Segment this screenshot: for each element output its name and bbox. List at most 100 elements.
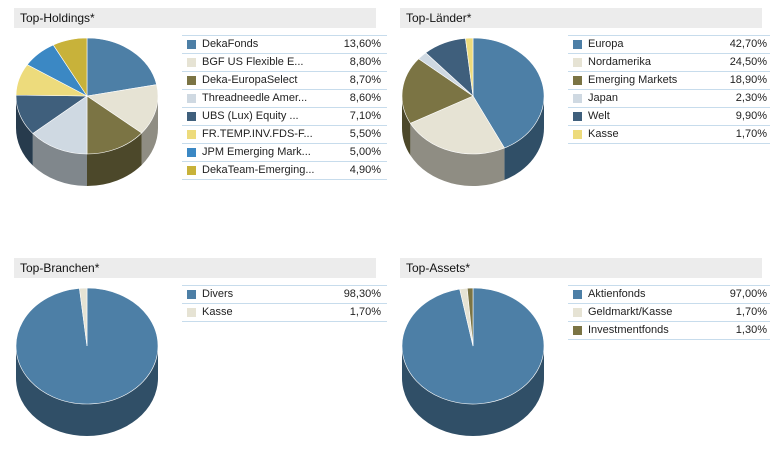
legend-row: Aktienfonds 97,00% — [568, 285, 770, 304]
legend-row: Japan 2,30% — [568, 90, 770, 108]
pie-side-aktienfonds — [402, 346, 544, 436]
panel-top-holdings: Top-Holdings* DekaFonds 13,60% BGF US Flex… — [14, 8, 387, 208]
legend-label: JPM Emerging Mark... — [202, 146, 311, 158]
legend-swatch — [573, 290, 582, 299]
legend-value: 18,90% — [729, 74, 767, 86]
legend-swatch — [573, 326, 582, 335]
pie-chart-top-laender — [401, 37, 545, 186]
legend-value: 97,00% — [729, 288, 767, 300]
legend-swatch — [187, 76, 196, 85]
legend-swatch — [573, 58, 582, 67]
legend-swatch — [187, 166, 196, 175]
pie-side-threadneedle-amer — [32, 133, 87, 186]
legend-top-branchen: Divers 98,30% Kasse 1,70% — [182, 285, 387, 322]
legend-row: Divers 98,30% — [182, 285, 387, 304]
legend-value: 1,30% — [735, 324, 767, 336]
legend-row: Deka-EuropaSelect 8,70% — [182, 72, 387, 90]
legend-value: 5,00% — [349, 146, 381, 158]
legend-swatch — [187, 130, 196, 139]
panel-top-branchen: Top-Branchen* Divers 98,30% Kasse 1,70% — [14, 258, 387, 458]
legend-value: 8,80% — [349, 56, 381, 68]
legend-label: Kasse — [202, 306, 233, 318]
legend-row: Welt 9,90% — [568, 108, 770, 126]
legend-value: 9,90% — [735, 110, 767, 122]
legend-row: DekaTeam-Emerging... 4,90% — [182, 162, 387, 180]
panel-title: Top-Länder* — [400, 8, 762, 28]
legend-row: Geldmarkt/Kasse 1,70% — [568, 304, 770, 322]
legend-swatch — [187, 94, 196, 103]
pie-slice-threadneedle-amer — [32, 95, 88, 155]
legend-value: 2,30% — [735, 92, 767, 104]
legend-swatch — [573, 130, 582, 139]
legend-top-laender: Europa 42,70% Nordamerika 24,50% Emerging Ma… — [568, 35, 770, 144]
legend-swatch — [187, 148, 196, 157]
pie-slice-dekafonds — [86, 37, 157, 97]
legend-swatch — [187, 308, 196, 317]
pie-side-europa — [504, 96, 544, 181]
pie-chart-top-assets — [401, 287, 545, 436]
legend-value: 7,10% — [349, 110, 381, 122]
legend-label: Welt — [588, 110, 610, 122]
legend-top-assets: Aktienfonds 97,00% Geldmarkt/Kasse 1,70% Inv… — [568, 285, 770, 340]
pie-side-divers — [16, 346, 158, 436]
pie-slice-dekateam-emerging — [52, 37, 88, 97]
legend-value: 24,50% — [729, 56, 767, 68]
legend-value: 42,70% — [729, 38, 767, 50]
pie-depth — [402, 346, 544, 436]
legend-top-holdings: DekaFonds 13,60% BGF US Flexible E... 8,80%… — [182, 35, 387, 180]
pie-slice-kasse — [465, 37, 474, 97]
legend-value: 98,30% — [343, 288, 381, 300]
legend-row: Emerging Markets 18,90% — [568, 72, 770, 90]
legend-swatch — [573, 76, 582, 85]
legend-label: Divers — [202, 288, 234, 300]
pie-slice-kasse — [79, 287, 88, 347]
legend-row: Kasse 1,70% — [182, 304, 387, 322]
legend-label: Aktienfonds — [588, 288, 646, 300]
legend-label: Emerging Markets — [588, 74, 678, 86]
legend-row: Europa 42,70% — [568, 35, 770, 54]
pie-slice-investmentfonds — [466, 287, 474, 347]
legend-swatch — [573, 308, 582, 317]
legend-label: Investmentfonds — [588, 324, 669, 336]
pie-slice-europa — [472, 37, 545, 149]
legend-row: Nordamerika 24,50% — [568, 54, 770, 72]
legend-value: 13,60% — [343, 38, 381, 50]
legend-label: UBS (Lux) Equity ... — [202, 110, 299, 122]
pie-side-ubs-lux-equity — [15, 96, 33, 166]
legend-label: Europa — [588, 38, 624, 50]
legend-swatch — [573, 112, 582, 121]
legend-row: Threadneedle Amer... 8,60% — [182, 90, 387, 108]
legend-swatch — [187, 40, 196, 49]
pie-chart-top-branchen — [15, 287, 159, 436]
legend-value: 1,70% — [735, 128, 767, 140]
panel-top-laender: Top-Länder* Europa 42,70% Nordamerika 24,50… — [400, 8, 770, 208]
legend-label: Threadneedle Amer... — [202, 92, 308, 104]
legend-label: Geldmarkt/Kasse — [588, 306, 673, 318]
pie-slice-emerging-markets — [401, 58, 474, 124]
pie-slice-nordamerika — [409, 95, 505, 155]
pie-depth — [16, 346, 158, 436]
legend-label: BGF US Flexible E... — [202, 56, 304, 68]
legend-row: DekaFonds 13,60% — [182, 35, 387, 54]
legend-swatch — [187, 58, 196, 67]
legend-row: JPM Emerging Mark... 5,00% — [182, 144, 387, 162]
legend-swatch — [573, 40, 582, 49]
legend-value: 4,90% — [349, 164, 381, 176]
legend-value: 8,70% — [349, 74, 381, 86]
legend-row: UBS (Lux) Equity ... 7,10% — [182, 108, 387, 126]
legend-swatch — [187, 290, 196, 299]
legend-label: Nordamerika — [588, 56, 651, 68]
panel-title: Top-Branchen* — [14, 258, 376, 278]
pie-depth — [15, 96, 158, 186]
legend-row: FR.TEMP.INV.FDS-F... 5,50% — [182, 126, 387, 144]
panel-title: Top-Holdings* — [14, 8, 376, 28]
legend-label: Deka-EuropaSelect — [202, 74, 298, 86]
pie-slice-bgf-us-flexible-e — [86, 84, 159, 134]
legend-label: FR.TEMP.INV.FDS-F... — [202, 128, 313, 140]
legend-value: 8,60% — [349, 92, 381, 104]
pie-side-bgf-us-flexible-e — [141, 96, 158, 166]
legend-label: Kasse — [588, 128, 619, 140]
legend-swatch — [573, 94, 582, 103]
legend-value: 1,70% — [735, 306, 767, 318]
pie-slice-deka-europaselect — [86, 95, 143, 155]
